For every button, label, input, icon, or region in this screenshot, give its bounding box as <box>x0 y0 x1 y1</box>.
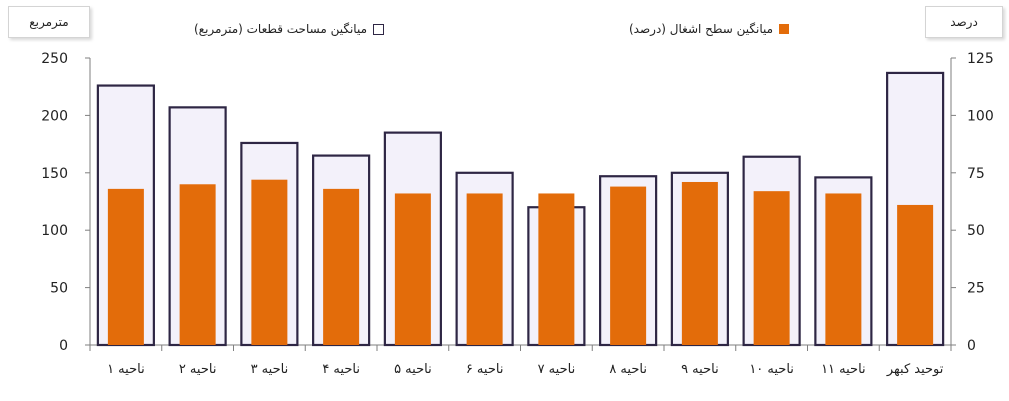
x-tick-label: ناحیه ۳ <box>251 362 289 377</box>
right-tick-label: 50 <box>967 223 985 239</box>
bar-occupancy <box>897 204 934 345</box>
right-tick-label: 100 <box>967 108 994 124</box>
legend-label-area: میانگین مساحت قطعات (مترمربع) <box>194 22 367 36</box>
bar-occupancy <box>753 191 790 345</box>
right-tick-label: 0 <box>967 338 976 354</box>
bar-occupancy <box>825 193 862 345</box>
right-axis-title: درصد <box>925 6 1003 38</box>
left-tick-label: 150 <box>41 166 68 182</box>
x-tick-label: ناحیه ۱۱ <box>821 362 866 377</box>
x-tick-label: توحید کبهر <box>886 362 944 377</box>
bar-occupancy <box>466 193 503 345</box>
bar-occupancy <box>323 188 360 345</box>
bar-occupancy <box>251 179 288 345</box>
legend-item-occupancy: میانگین سطح اشغال (درصد) <box>629 22 790 36</box>
left-tick-label: 0 <box>59 338 68 354</box>
bar-occupancy <box>394 193 431 345</box>
x-tick-label: ناحیه ۲ <box>179 362 217 377</box>
bar-occupancy <box>538 193 575 345</box>
left-tick-label: 50 <box>50 281 68 297</box>
left-tick-label: 250 <box>41 51 68 67</box>
left-tick-label: 200 <box>41 108 68 124</box>
bar-occupancy <box>681 181 718 345</box>
bar-occupancy <box>107 188 144 345</box>
legend-swatch-occupancy <box>779 24 790 34</box>
right-tick-label: 25 <box>967 281 985 297</box>
right-tick-label: 75 <box>967 166 985 182</box>
x-tick-label: ناحیه ۴ <box>322 362 360 377</box>
right-tick-label: 125 <box>967 51 994 67</box>
bar-occupancy <box>179 184 216 345</box>
x-tick-label: ناحیه ۱ <box>107 362 145 377</box>
x-tick-label: ناحیه ۷ <box>538 362 576 377</box>
left-axis-title: مترمربع <box>8 6 90 38</box>
bar-occupancy <box>610 186 647 345</box>
left-tick-label: 100 <box>41 223 68 239</box>
x-tick-label: ناحیه ۵ <box>394 362 432 377</box>
x-tick-label: ناحیه ۸ <box>609 362 647 377</box>
x-tick-label: ناحیه ۶ <box>466 362 504 377</box>
legend-label-occupancy: میانگین سطح اشغال (درصد) <box>629 22 774 36</box>
x-tick-label: ناحیه ۹ <box>681 362 719 377</box>
legend-item-area: میانگین مساحت قطعات (مترمربع) <box>194 22 384 36</box>
legend-swatch-area <box>373 23 384 35</box>
x-tick-label: ناحیه ۱۰ <box>749 362 794 377</box>
